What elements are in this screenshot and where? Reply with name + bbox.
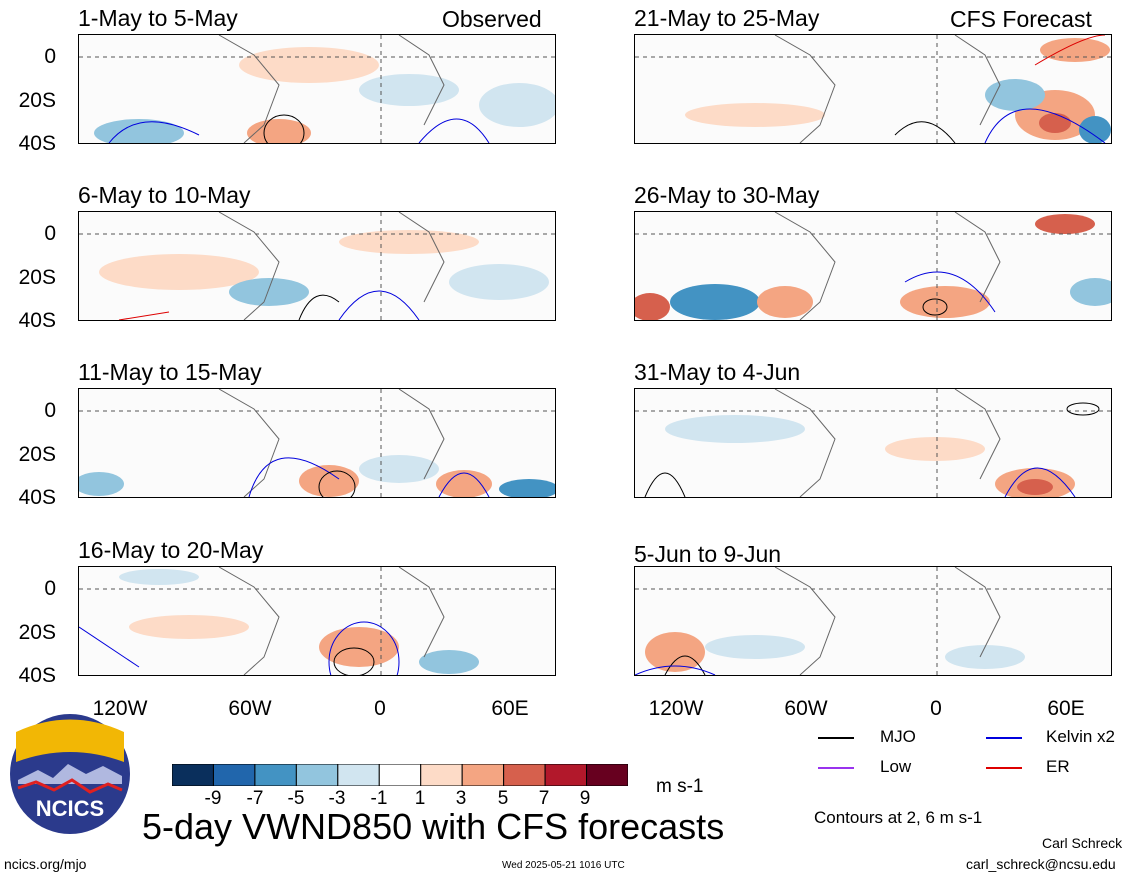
colorbar-tick: 5 (497, 788, 509, 809)
colorbar-tick: -7 (246, 788, 264, 809)
y-tick-label: 20S (18, 89, 56, 112)
colorbar-swatch (378, 764, 422, 786)
x-tick-label: 60W (228, 697, 272, 720)
x-tick-label: 120W (648, 697, 704, 720)
map-panel-forecast-4 (634, 566, 1112, 676)
panel-map (635, 389, 1111, 497)
map-panel-observed-2 (78, 211, 556, 321)
panel-map (635, 567, 1111, 675)
colorbar-swatch (503, 764, 546, 786)
panel-title: 21-May to 25-May (634, 5, 820, 31)
ncics-logo: NCICS (10, 714, 130, 834)
contours-note: Contours at 2, 6 m s-1 (814, 808, 983, 827)
x-tick-label: 0 (930, 697, 942, 720)
legend-low-label: Low (880, 757, 912, 776)
map-panel-observed-4 (78, 566, 556, 676)
panel-title: 26-May to 30-May (634, 182, 820, 208)
colorbar-tick: 3 (455, 788, 467, 809)
map-panel-forecast-1 (634, 34, 1112, 144)
colorbar-swatch (544, 764, 588, 786)
x-tick-label: 60E (1047, 697, 1085, 720)
map-panel-forecast-2 (634, 211, 1112, 321)
y-tick-label: 40S (18, 309, 56, 332)
y-tick-label: 0 (44, 222, 56, 245)
colorbar-swatch (586, 764, 628, 786)
y-tick-label: 40S (18, 486, 56, 509)
y-tick-label: 0 (44, 45, 56, 68)
colorbar-swatch (420, 764, 463, 786)
colorbar-tick: -9 (204, 788, 222, 809)
y-tick-label: 40S (18, 132, 56, 155)
map-panel-observed-1 (78, 34, 556, 144)
panel-map (79, 567, 555, 675)
legend-er-line (986, 767, 1022, 769)
panel-map (635, 212, 1111, 320)
legend-low-line (818, 767, 854, 769)
panel-map (79, 35, 555, 143)
panel-title: 31-May to 4-Jun (634, 359, 801, 385)
legend-er-label: ER (1046, 757, 1070, 776)
x-tick-label: 60E (491, 697, 529, 720)
colorbar-swatch (172, 764, 214, 786)
colorbar-unit: m s-1 (656, 776, 704, 797)
panel-title: 5-Jun to 9-Jun (634, 541, 782, 567)
y-tick-label: 20S (18, 266, 56, 289)
map-panel-forecast-3 (634, 388, 1112, 498)
colorbar-swatch (295, 764, 339, 786)
main-title: 5-day VWND850 with CFS forecasts (142, 806, 725, 847)
y-tick-label: 0 (44, 577, 56, 600)
colorbar-tick: -1 (370, 788, 388, 809)
colorbar-tick: -3 (328, 788, 346, 809)
x-tick-label: 60W (784, 697, 828, 720)
author-email[interactable]: carl_schreck@ncsu.edu (966, 856, 1116, 872)
panel-title: 16-May to 20-May (78, 537, 264, 563)
panel-title: 1-May to 5-May (78, 5, 238, 31)
x-tick-label: 0 (374, 697, 386, 720)
legend-mjo-label: MJO (880, 727, 916, 746)
logo-text: NCICS (36, 796, 104, 821)
colorbar (172, 764, 628, 786)
colorbar-tick: -5 (287, 788, 305, 809)
colorbar-swatch (212, 764, 256, 786)
forecast-header: CFS Forecast (950, 6, 1092, 32)
x-tick-label: 120W (92, 697, 148, 720)
panel-map (79, 212, 555, 320)
y-tick-label: 40S (18, 664, 56, 687)
legend-mjo-line (818, 737, 854, 739)
source-url[interactable]: ncics.org/mjo (4, 856, 87, 872)
colorbar-tick: 1 (414, 788, 426, 809)
author: Carl Schreck (1042, 835, 1123, 851)
timestamp: Wed 2025-05-21 1016 UTC (502, 860, 625, 871)
colorbar-swatch (254, 764, 297, 786)
colorbar-swatch (461, 764, 505, 786)
panel-title: 6-May to 10-May (78, 182, 251, 208)
map-panel-observed-3 (78, 388, 556, 498)
observed-header: Observed (442, 6, 542, 32)
colorbar-swatch (337, 764, 380, 786)
legend-kelvin-label: Kelvin x2 (1046, 727, 1115, 746)
panel-map (635, 35, 1111, 143)
y-tick-label: 20S (18, 621, 56, 644)
y-tick-label: 0 (44, 399, 56, 422)
panel-title: 11-May to 15-May (78, 359, 262, 385)
panel-map (79, 389, 555, 497)
colorbar-tick: 9 (579, 788, 591, 809)
legend-kelvin-line (986, 737, 1022, 739)
colorbar-tick: 7 (538, 788, 550, 809)
y-tick-label: 20S (18, 443, 56, 466)
